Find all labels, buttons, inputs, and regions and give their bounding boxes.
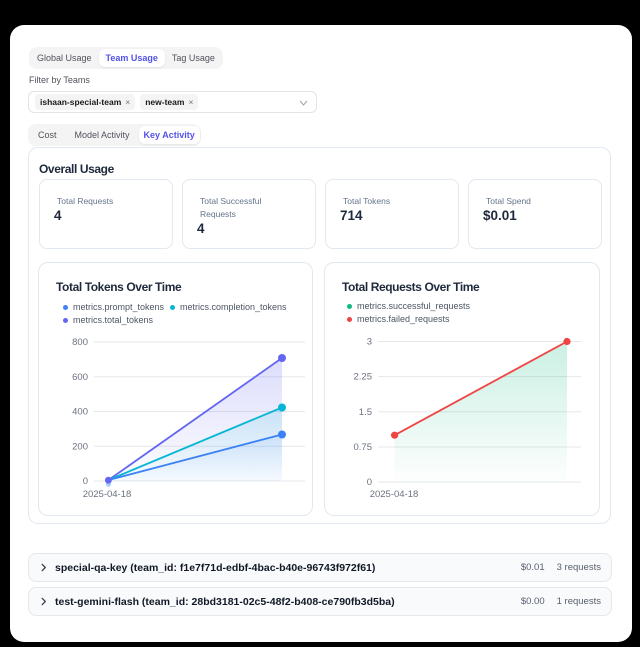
svg-text:0.75: 0.75 bbox=[354, 442, 373, 453]
svg-text:2025-04-18: 2025-04-18 bbox=[83, 489, 132, 500]
svg-text:800: 800 bbox=[72, 337, 88, 348]
svg-text:200: 200 bbox=[72, 441, 88, 452]
svg-text:2.25: 2.25 bbox=[354, 372, 373, 383]
svg-text:600: 600 bbox=[72, 372, 88, 383]
svg-text:0: 0 bbox=[367, 477, 372, 488]
svg-text:0: 0 bbox=[83, 476, 88, 487]
svg-text:2025-04-18: 2025-04-18 bbox=[370, 489, 419, 500]
svg-text:1.5: 1.5 bbox=[359, 407, 372, 418]
svg-text:400: 400 bbox=[72, 407, 88, 418]
svg-text:3: 3 bbox=[367, 337, 372, 348]
